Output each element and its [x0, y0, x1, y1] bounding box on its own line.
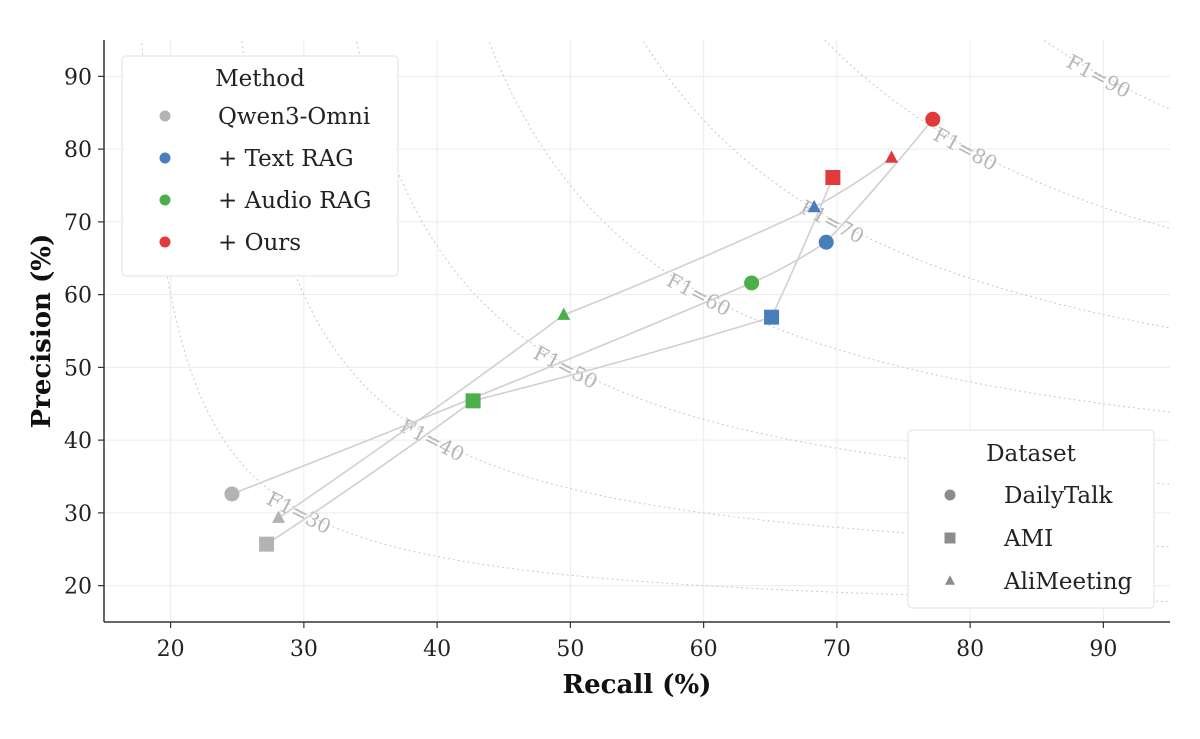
f1-contour-label: F1=90 [1063, 49, 1135, 103]
y-tick-label: 90 [64, 65, 92, 90]
x-axis-title: Recall (%) [563, 670, 712, 700]
x-tick-label: 20 [157, 637, 185, 662]
x-tick-label: 30 [290, 637, 318, 662]
method-legend-label: + Audio RAG [218, 188, 372, 214]
point--text-rag-dailytalk [818, 234, 834, 250]
method-legend-marker [159, 152, 171, 164]
point--text-rag-ami [764, 309, 780, 325]
point--text-rag-alimeeting [807, 199, 821, 213]
point--ours-dailytalk [925, 111, 941, 127]
dataset-legend-marker [944, 489, 956, 501]
trajectory-alimeeting [278, 157, 892, 519]
y-tick-label: 70 [64, 211, 92, 236]
dataset-legend-label: AMI [1003, 526, 1053, 552]
method-legend-marker [159, 110, 171, 122]
x-tick-label: 50 [556, 637, 584, 662]
x-tick-label: 60 [690, 637, 718, 662]
data-points [224, 111, 941, 552]
f1-contour-line [1042, 40, 1170, 110]
f1-contour-label: F1=50 [530, 341, 602, 394]
y-tick-label: 50 [64, 356, 92, 381]
point-qwen3-omni-dailytalk [224, 486, 240, 502]
y-axis-title: Precision (%) [27, 234, 57, 429]
x-tick-label: 80 [956, 637, 984, 662]
method-legend-marker [159, 236, 171, 248]
x-tick-label: 70 [823, 637, 851, 662]
point-qwen3-omni-alimeeting [272, 510, 286, 523]
x-tick-label: 40 [423, 637, 451, 662]
y-tick-label: 60 [64, 284, 92, 309]
method-legend-label: Qwen3-Omni [218, 104, 370, 130]
f1-contour-label: F1=80 [929, 122, 1001, 175]
dataset-legend-label: AliMeeting [1003, 569, 1133, 595]
point-qwen3-omni-ami [259, 536, 275, 552]
f1-contour-line [824, 40, 1170, 230]
f1-contour-line [641, 40, 1170, 329]
dataset-legend-frame [907, 429, 1155, 609]
point--audio-rag-ami [465, 393, 481, 409]
f1-contour-label: F1=30 [263, 486, 335, 539]
method-legend-label: + Text RAG [218, 146, 354, 172]
axes [103, 40, 1170, 623]
method-legend-frame [121, 55, 399, 277]
dataset-legend-label: DailyTalk [1004, 483, 1113, 509]
x-tick-label: 90 [1089, 637, 1117, 662]
point--audio-rag-alimeeting [557, 307, 571, 320]
f1-contour-line [355, 40, 1170, 485]
dataset-legend-marker [944, 532, 956, 544]
method-legend: Method Qwen3-Omni + Text RAG + Audio RAG + … [121, 55, 399, 277]
point--ours-ami [825, 169, 841, 185]
point--audio-rag-dailytalk [744, 275, 760, 291]
ticks: 20 30 40 50 60 70 80 90 20 30 40 50 60 70 80 90 [64, 65, 1117, 662]
dataset-legend-title: Dataset [986, 441, 1077, 467]
point--ours-alimeeting [885, 150, 899, 163]
y-tick-label: 20 [64, 575, 92, 600]
y-tick-label: 80 [64, 138, 92, 163]
dataset-legend-marker [945, 575, 955, 585]
method-legend-marker [159, 194, 171, 206]
dataset-legend: Dataset DailyTalk AMI AliMeeting [907, 429, 1155, 609]
f1-contour-line [487, 40, 1170, 413]
method-legend-title: Method [215, 66, 305, 92]
y-tick-label: 30 [64, 502, 92, 527]
y-tick-label: 40 [64, 429, 92, 454]
method-legend-label: + Ours [218, 230, 301, 256]
trajectory-ami [266, 177, 834, 545]
f1-contour-label: F1=40 [396, 413, 468, 466]
